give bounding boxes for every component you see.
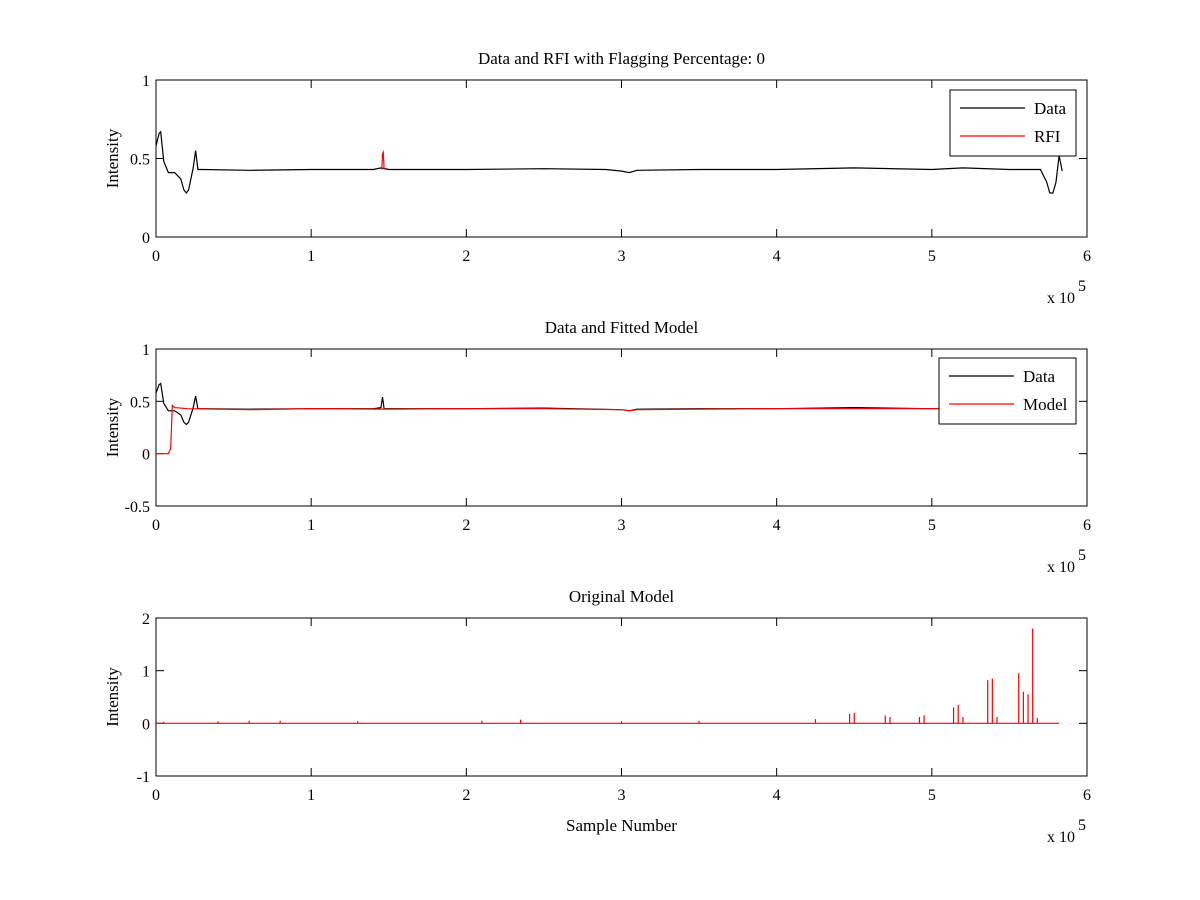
x-multiplier-label: x 10: [1047, 290, 1075, 307]
axes-box: [155, 617, 1088, 777]
x-tick-label: 5: [928, 787, 936, 804]
y-tick-label: 0.5: [130, 394, 150, 411]
x-tick-label: 6: [1083, 248, 1091, 265]
axes-box: [155, 79, 1088, 238]
y-axis-label: Intensity: [103, 667, 122, 727]
x-multiplier-exponent: 5: [1078, 278, 1086, 295]
x-multiplier-exponent: 5: [1078, 547, 1086, 564]
y-tick-label: 0: [142, 447, 150, 464]
y-tick-label: -1: [137, 769, 150, 786]
x-tick-label: 3: [618, 248, 626, 265]
y-tick-label: 0: [142, 716, 150, 733]
x-tick-label: 4: [773, 787, 781, 804]
plot-area: [156, 130, 1063, 194]
plot-area: [156, 628, 1060, 724]
y-axis-label: Intensity: [103, 128, 122, 188]
x-tick-label: 4: [773, 248, 781, 265]
x-tick-label: 3: [618, 787, 626, 804]
chart-title: Original Model: [569, 587, 675, 606]
y-tick-label: 2: [142, 611, 150, 628]
x-tick-label: 2: [462, 248, 470, 265]
legend-box: [938, 357, 1077, 425]
chart-title: Data and Fitted Model: [545, 318, 699, 337]
x-tick-label: 4: [773, 517, 781, 534]
x-tick-label: 0: [152, 248, 160, 265]
x-tick-label: 6: [1083, 517, 1091, 534]
y-tick-label: 1: [142, 342, 150, 359]
y-axis-label: Intensity: [103, 397, 122, 457]
y-tick-label: 1: [142, 664, 150, 681]
series-line-rfi: [381, 149, 385, 170]
axes-box: [155, 348, 1088, 507]
x-tick-label: 5: [928, 517, 936, 534]
legend-label-rfi: RFI: [1034, 127, 1061, 146]
x-tick-label: 0: [152, 517, 160, 534]
x-tick-label: 3: [618, 517, 626, 534]
y-tick-label: 0.5: [130, 152, 150, 169]
y-tick-label: -0.5: [125, 499, 150, 516]
x-multiplier-exponent: 5: [1078, 817, 1086, 834]
series-line-data: [156, 130, 1063, 194]
x-tick-label: 1: [307, 787, 315, 804]
legend: Data Model: [938, 357, 1077, 425]
x-multiplier-label: x 10: [1047, 829, 1075, 846]
x-tick-label: 2: [462, 787, 470, 804]
chart-title: Data and RFI with Flagging Percentage: 0: [478, 49, 765, 68]
x-tick-label: 2: [462, 517, 470, 534]
x-multiplier-label: x 10: [1047, 559, 1075, 576]
x-tick-label: 5: [928, 248, 936, 265]
series-line-model: [156, 404, 1033, 455]
y-tick-label: 1: [142, 73, 150, 90]
legend-label-data: Data: [1023, 367, 1056, 386]
x-tick-label: 6: [1083, 787, 1091, 804]
legend-label-model: Model: [1023, 395, 1068, 414]
legend-box: [949, 89, 1077, 157]
legend-label-data: Data: [1034, 99, 1067, 118]
x-axis-label: Sample Number: [566, 816, 677, 835]
legend: Data RFI: [949, 89, 1077, 157]
x-tick-label: 1: [307, 517, 315, 534]
x-tick-label: 1: [307, 248, 315, 265]
x-tick-label: 0: [152, 787, 160, 804]
y-tick-label: 0: [142, 230, 150, 247]
